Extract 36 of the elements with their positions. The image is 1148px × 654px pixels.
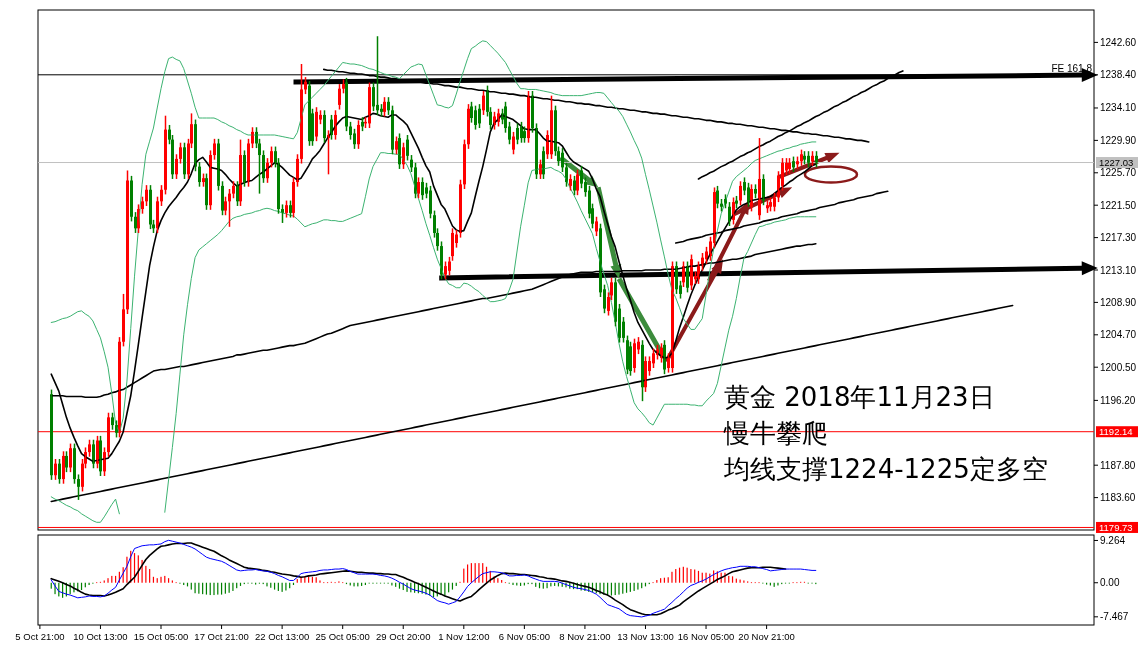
- y-tick-label: 1234.10: [1100, 102, 1137, 114]
- x-tick-label: 10 Oct 13:00: [73, 631, 128, 642]
- y-tick-label: 1204.70: [1100, 329, 1137, 341]
- y-tick-label: 0.00: [1100, 577, 1120, 589]
- y-tick-label: 1229.90: [1100, 134, 1137, 146]
- x-tick-label: 13 Nov 13:00: [617, 631, 674, 642]
- x-tick-label: 22 Oct 13:00: [254, 631, 310, 642]
- y-tick-label: 1217.30: [1100, 232, 1137, 244]
- x-tick-label: 8 Nov 21:00: [559, 631, 611, 642]
- y-tick-label: 1225.70: [1100, 167, 1137, 179]
- x-tick-label: 15 Oct 05:00: [133, 631, 189, 642]
- x-tick-label: 1 Nov 12:00: [438, 631, 490, 642]
- x-tick-label: 20 Nov 21:00: [738, 631, 795, 642]
- y-tick-label: 1221.50: [1100, 199, 1137, 211]
- annotation: 黄金 2018年11月23日: [724, 381, 995, 412]
- x-tick-label: 6 Nov 05:00: [498, 631, 550, 642]
- y-tick-label: 1208.90: [1100, 296, 1137, 308]
- y-tick-label: -7.467: [1100, 611, 1129, 623]
- y-tick-label: 1187.80: [1100, 459, 1136, 471]
- y-tick-label: 1196.20: [1100, 394, 1136, 406]
- ref-line-label: 1192.14: [1099, 426, 1133, 438]
- annotation: FE 161.8: [1051, 62, 1093, 74]
- y-tick-label: 1200.50: [1100, 361, 1137, 373]
- ref-line-label: 1179.73: [1099, 521, 1133, 533]
- y-tick-label: 1213.10: [1100, 264, 1137, 276]
- x-tick-label: 17 Oct 21:00: [194, 631, 249, 642]
- x-tick-label: 29 Oct 20:00: [376, 631, 431, 642]
- y-tick-label: 9.264: [1100, 534, 1126, 546]
- ref-line-label: 1227.03: [1099, 156, 1134, 168]
- x-tick-label: 5 Oct 21:00: [15, 631, 65, 642]
- x-tick-label: 16 Nov 05:00: [677, 631, 735, 642]
- y-tick-label: 1242.60: [1100, 36, 1137, 48]
- y-tick-label: 1238.40: [1100, 69, 1137, 81]
- y-tick-label: 1183.60: [1100, 492, 1136, 504]
- x-tick-label: 25 Oct 05:00: [315, 631, 370, 642]
- annotation: 均线支撑1224-1225定多空: [723, 453, 1048, 484]
